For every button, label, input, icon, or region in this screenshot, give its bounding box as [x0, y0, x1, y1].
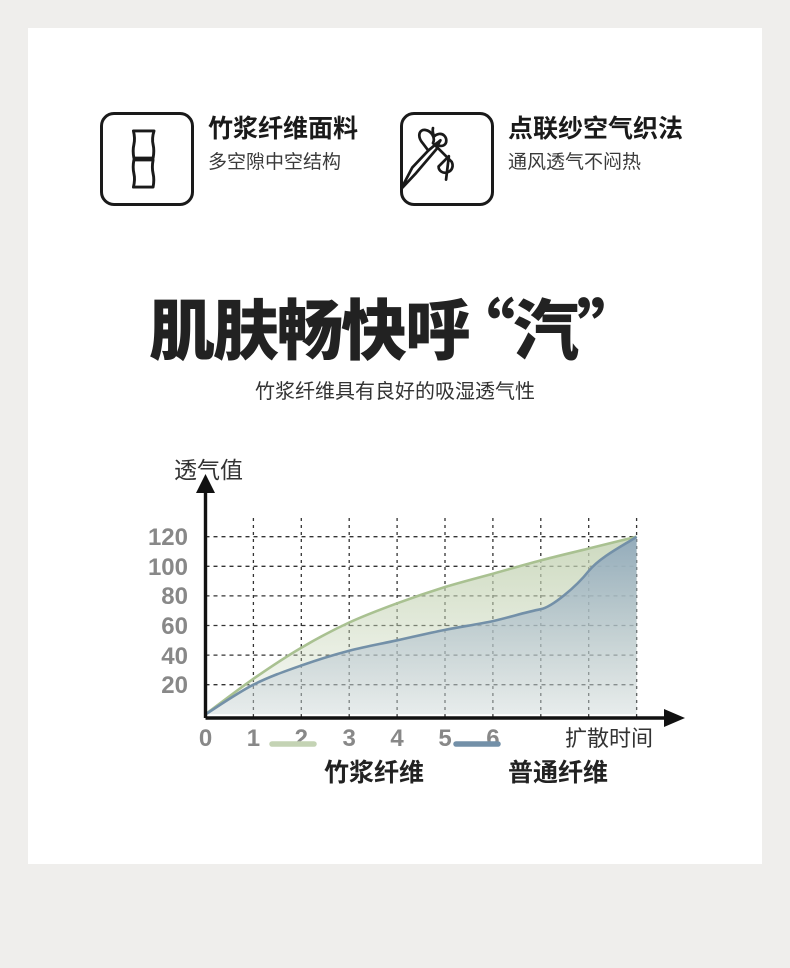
svg-text:5: 5	[438, 725, 451, 752]
svg-text:20: 20	[161, 672, 188, 699]
svg-text:60: 60	[161, 613, 188, 640]
svg-text:40: 40	[161, 643, 188, 670]
svg-text:1: 1	[247, 725, 260, 752]
svg-text:120: 120	[148, 524, 188, 551]
svg-text:100: 100	[148, 554, 188, 581]
svg-text:扩散时间: 扩散时间	[565, 721, 653, 753]
svg-text:6: 6	[486, 725, 499, 752]
svg-text:透气值: 透气值	[174, 451, 243, 485]
svg-text:0: 0	[199, 725, 212, 752]
svg-text:普通纤维: 普通纤维	[508, 753, 608, 789]
svg-text:3: 3	[343, 725, 356, 752]
svg-text:2: 2	[295, 725, 308, 752]
svg-text:4: 4	[390, 725, 404, 752]
svg-text:竹浆纤维: 竹浆纤维	[324, 753, 424, 789]
svg-text:80: 80	[161, 583, 188, 610]
